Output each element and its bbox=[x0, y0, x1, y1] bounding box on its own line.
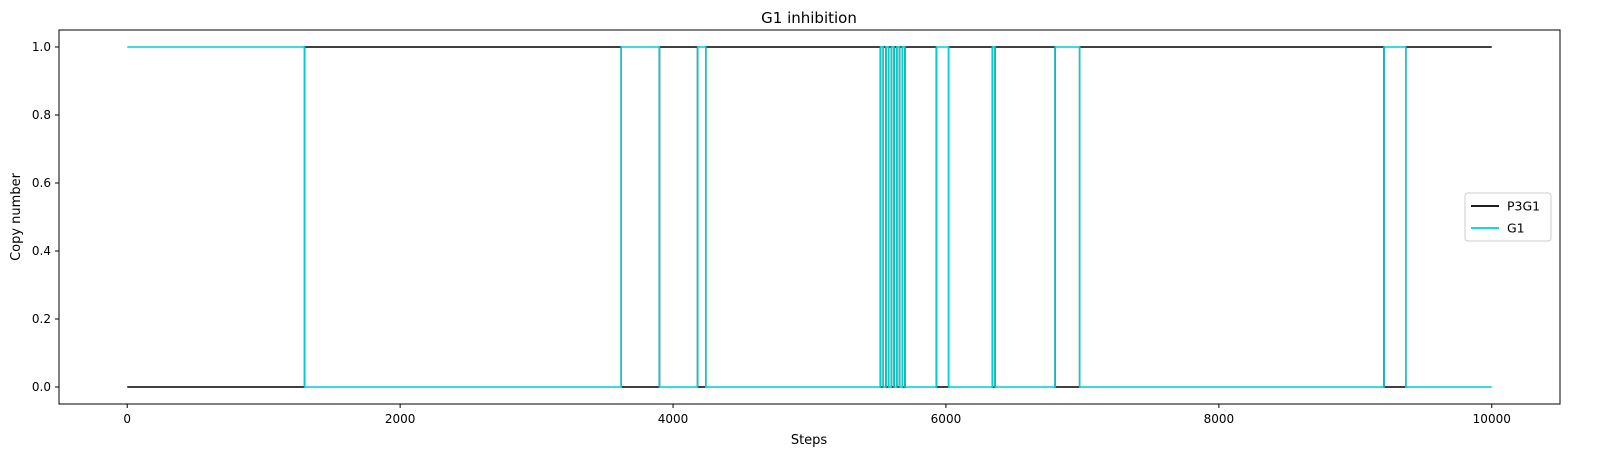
series-layer bbox=[127, 46, 1492, 388]
y-tick-label: 0.8 bbox=[32, 108, 51, 122]
legend-label-p3g1: P3G1 bbox=[1507, 199, 1540, 214]
y-axis-label: Copy number bbox=[9, 172, 24, 261]
series-line-g1 bbox=[127, 46, 1492, 388]
legend: P3G1 G1 bbox=[1464, 192, 1552, 242]
x-axis: 0 2000 4000 6000 8000 10000 bbox=[123, 404, 1511, 426]
chart-title: G1 inhibition bbox=[761, 9, 857, 27]
x-axis-label: Steps bbox=[791, 433, 828, 448]
legend-box bbox=[1464, 192, 1552, 242]
x-tick-label: 10000 bbox=[1473, 412, 1511, 426]
series-line-p3g1 bbox=[127, 46, 1492, 388]
plot-frame bbox=[58, 29, 1561, 405]
x-tick-label: 4000 bbox=[658, 412, 689, 426]
y-axis: 0.0 0.2 0.4 0.6 0.8 1.0 bbox=[32, 40, 59, 394]
x-tick-label: 0 bbox=[123, 412, 131, 426]
y-tick-label: 1.0 bbox=[32, 40, 51, 54]
x-tick-label: 8000 bbox=[1204, 412, 1235, 426]
y-tick-label: 0.0 bbox=[32, 380, 51, 394]
x-tick-label: 2000 bbox=[385, 412, 416, 426]
legend-label-g1: G1 bbox=[1507, 221, 1525, 236]
y-tick-label: 0.2 bbox=[32, 312, 51, 326]
y-tick-label: 0.4 bbox=[32, 244, 51, 258]
x-tick-label: 6000 bbox=[931, 412, 962, 426]
y-tick-label: 0.6 bbox=[32, 176, 51, 190]
